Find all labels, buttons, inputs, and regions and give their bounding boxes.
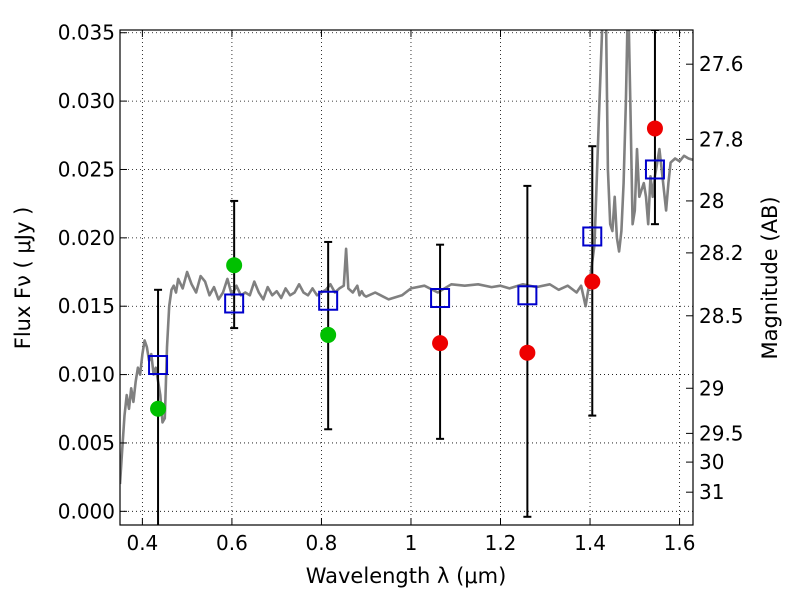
red-data-point [519,344,536,361]
magnitude-tick-label: 29.5 [699,421,744,445]
x-tick-label: 1 [405,531,418,555]
magnitude-tick-label: 28.5 [699,304,744,328]
model-photometry-square [582,226,603,247]
x-tick-label: 0.6 [216,531,248,555]
magnitude-axis-ticks: 27.6 27.8 28 28.2 28.5 29 29.5 30 31 [686,52,744,504]
y-axis-ticks: 0.000 0.005 0.010 0.015 0.020 0.025 0.030 0.035 [58,21,127,523]
y-tick-label: 0.035 [58,21,115,45]
x-tick-label: 0.8 [306,531,338,555]
x-axis-label: Wavelength λ (μm) [306,564,507,588]
y-tick-label: 0.000 [58,499,115,523]
model-photometry-square [224,293,245,314]
x-tick-label: 1.2 [485,531,517,555]
y-tick-label: 0.005 [58,431,115,455]
magnitude-tick-label: 28.2 [699,241,744,265]
x-axis-ticks: 0.4 0.6 0.8 1 1.2 1.4 1.6 [126,30,695,555]
model-photometry-square [148,355,169,376]
x-tick-label: 1.4 [574,531,606,555]
y-axis-label: Flux Fν ( μJy ) [11,207,35,350]
model-photometry-square [517,285,538,306]
model-spectrum-line [120,30,693,485]
green-data-point [150,400,167,417]
y-tick-label: 0.025 [58,157,115,181]
red-data-point [432,335,449,352]
y-tick-label: 0.010 [58,363,115,387]
magnitude-tick-label: 27.8 [699,127,744,151]
green-data-point [320,326,337,343]
x-tick-label: 0.4 [126,531,158,555]
red-data-point [584,273,601,290]
plot-frame [119,29,694,526]
grid-lines [120,30,693,525]
magnitude-tick-label: 28 [699,189,724,213]
magnitude-tick-label: 30 [699,450,724,474]
red-data-point [646,120,663,137]
model-photometry-square [318,290,339,311]
y-tick-label: 0.015 [58,294,115,318]
x-tick-label: 1.6 [664,531,696,555]
y-tick-label: 0.030 [58,89,115,113]
magnitude-tick-label: 29 [699,376,724,400]
y-tick-label: 0.020 [58,226,115,250]
model-photometry-square [430,288,451,309]
magnitude-tick-label: 31 [699,480,724,504]
model-photometry-square [644,159,665,180]
plot-area [120,30,693,525]
magnitude-axis-label: Magnitude (AB) [758,196,782,359]
magnitude-tick-label: 27.6 [699,52,744,76]
green-data-point [226,257,243,274]
